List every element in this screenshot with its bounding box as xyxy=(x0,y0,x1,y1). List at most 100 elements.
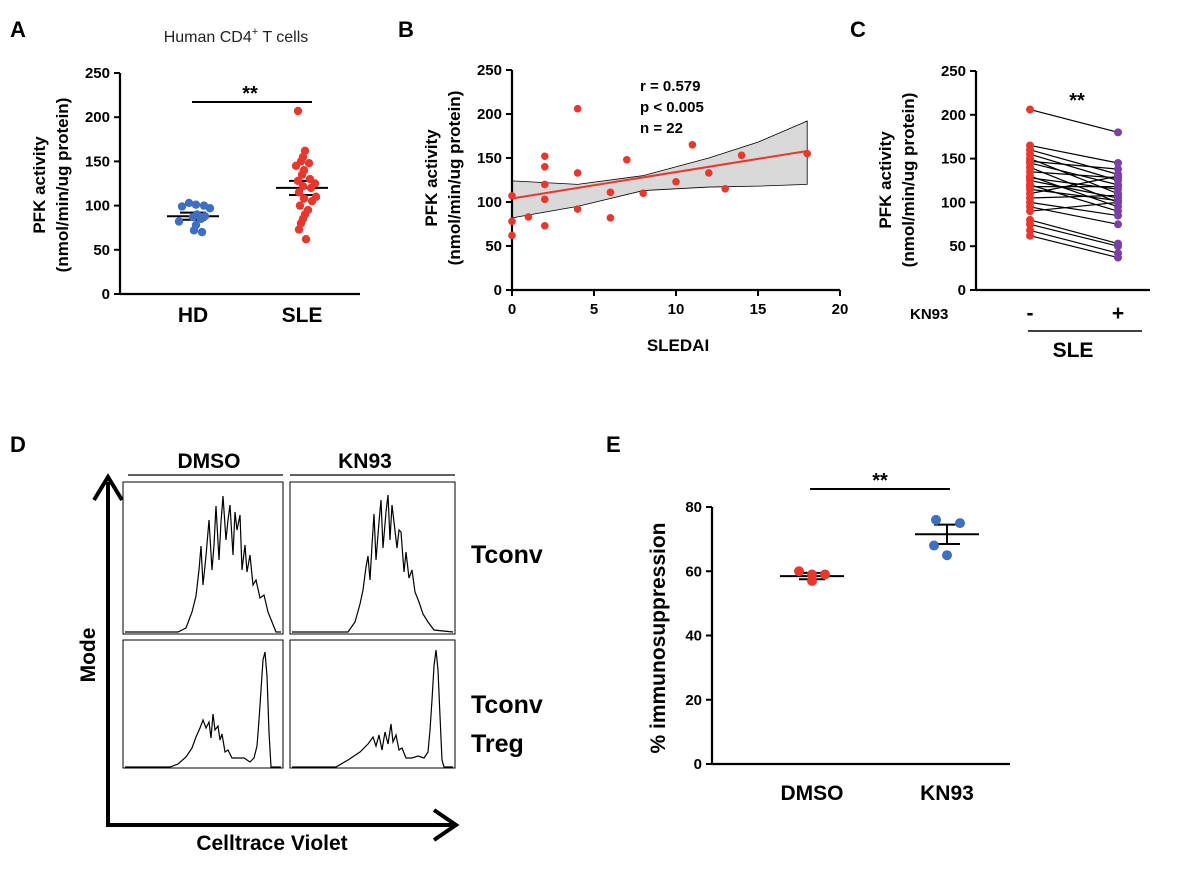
panel-c-ytick-label: 200 xyxy=(941,107,966,124)
panel-b-point xyxy=(541,180,549,189)
panel-c-point-after xyxy=(1114,182,1122,191)
panel-e-point-kn93 xyxy=(955,518,965,529)
panel-a: A Human CD4+ T cells PFK activity (nmol/… xyxy=(10,17,360,327)
panel-c-pair-line xyxy=(1029,184,1119,212)
panel-b-point xyxy=(573,104,582,113)
panel-b-point xyxy=(639,189,647,197)
panel-b-label: B xyxy=(398,17,414,42)
panel-a-point-hd xyxy=(197,227,207,237)
panel-e-point-dmso xyxy=(820,569,830,580)
panel-a-point-hd xyxy=(184,198,194,208)
panel-b-point xyxy=(606,214,615,222)
panel-b-point xyxy=(524,213,533,221)
panel-b-point xyxy=(803,149,811,158)
panel-b-point xyxy=(508,192,516,200)
panel-c-significance: ** xyxy=(1069,90,1085,112)
panel-e-point-dmso xyxy=(794,566,804,577)
panel-a-label: A xyxy=(10,17,26,42)
panel-b-point xyxy=(508,231,516,240)
panel-b-xtick-label: 20 xyxy=(832,301,849,318)
panel-a-category-hd: HD xyxy=(178,304,208,327)
panel-e-category-kn93: KN93 xyxy=(920,782,974,805)
panel-e-label: E xyxy=(606,432,621,457)
panel-e-ytick-label: 80 xyxy=(685,499,702,516)
panel-b-point xyxy=(623,155,631,164)
panel-a-point-hd xyxy=(189,226,199,235)
panel-c-pair-line xyxy=(1029,223,1119,247)
panel-c-point-after xyxy=(1114,253,1122,262)
panel-b-xtick-label: 0 xyxy=(508,301,516,318)
panel-d-y-arrowhead xyxy=(92,473,124,502)
panel-a-point-sle xyxy=(307,196,317,206)
panel-c-pair-line xyxy=(1029,108,1119,133)
panel-b-ytick-label: 200 xyxy=(477,106,502,123)
panel-e: E % immunosuppression 0 20 40 60 80 DMSO KN9… xyxy=(606,432,1010,805)
panel-e-point-kn93 xyxy=(942,550,952,561)
panel-d-ylabel: Mode xyxy=(77,628,100,683)
panel-c-pair-line xyxy=(1029,201,1119,212)
panel-c-group-label: SLE xyxy=(1053,339,1094,362)
panel-a-point-hd xyxy=(177,202,187,211)
panel-a-title: Human CD4+ T cells xyxy=(164,26,309,46)
panel-b-point xyxy=(541,221,549,230)
panel-e-category-dmso: DMSO xyxy=(781,782,844,805)
panel-a-point-hd xyxy=(188,212,198,222)
panel-d-label: D xyxy=(10,432,26,457)
panel-d-column-kn93: KN93 xyxy=(338,450,392,473)
panel-a-ytick-label: 100 xyxy=(85,198,110,215)
panel-e-point-dmso xyxy=(807,575,817,586)
panel-a-category-sle: SLE xyxy=(282,304,323,327)
panel-b-point xyxy=(541,195,549,204)
panel-b-ytick-label: 50 xyxy=(485,238,502,255)
panel-b-regression-line xyxy=(511,149,808,200)
panel-c-ytick-label: 50 xyxy=(949,238,966,255)
panel-c-point-after xyxy=(1114,128,1122,137)
panel-b-point xyxy=(606,188,615,197)
panel-c-point-before xyxy=(1026,231,1034,240)
panel-a-ytick-label: 150 xyxy=(85,153,110,170)
panel-a-point-sle xyxy=(295,201,305,210)
histogram-kn93-tconv xyxy=(292,494,454,633)
panel-b-ytick-label: 250 xyxy=(477,62,502,79)
panel-c-pair-line xyxy=(1029,175,1119,195)
panel-e-ylabel: % immunosuppression xyxy=(647,522,670,753)
panel-e-ytick-label: 60 xyxy=(685,563,702,580)
panel-c-point-after xyxy=(1114,165,1122,174)
panel-b-point xyxy=(541,152,549,161)
panel-c-pair-line xyxy=(1029,175,1119,208)
panel-c-pair-line xyxy=(1029,144,1119,164)
panel-a-ylabel-line2: (nmol/min/ug protein) xyxy=(53,98,72,273)
panel-c-point-before xyxy=(1026,207,1034,216)
panel-a-point-sle xyxy=(291,161,301,171)
panel-c-pair-line xyxy=(1029,194,1119,199)
panel-b-ylabel-line2: (nmol/min/ug protein) xyxy=(445,91,464,266)
panel-b-ylabel-line1: PFK activity xyxy=(422,129,441,227)
panel-d-row-label-treg: Treg xyxy=(471,730,524,758)
panel-c-category-plus: + xyxy=(1112,302,1124,325)
histogram-kn93-treg xyxy=(292,649,453,768)
panel-a-point-sle xyxy=(294,225,304,234)
panel-a-significance: ** xyxy=(242,83,258,105)
panel-b: B PFK activity (nmol/min/ug protein) 0 50… xyxy=(398,17,848,355)
histogram-frame-dmso-tconv xyxy=(122,481,284,635)
panel-d-row-label-tconv-2: Tconv xyxy=(471,691,543,719)
panel-e-point-kn93 xyxy=(931,514,941,525)
panel-c-ytick-label: 100 xyxy=(941,194,966,211)
panel-a-ytick-label: 200 xyxy=(85,109,110,126)
panel-a-point-hd xyxy=(196,214,206,224)
panel-c-point-before xyxy=(1026,220,1034,229)
panel-b-point xyxy=(541,163,549,171)
panel-c-point-after xyxy=(1114,242,1122,251)
panel-a-point-sle xyxy=(294,188,304,197)
panel-a-point-sle xyxy=(301,234,311,244)
panel-c-pair-line xyxy=(1029,235,1119,259)
panel-c-ytick-label: 0 xyxy=(958,282,966,299)
panel-b-xtick-label: 5 xyxy=(590,301,598,318)
panel-a-ylabel-line1: PFK activity xyxy=(30,136,49,234)
panel-c-pair-line xyxy=(1029,219,1119,245)
panel-a-point-sle xyxy=(304,158,314,168)
panel-c-point-after xyxy=(1114,220,1122,229)
panel-c-pair-line xyxy=(1029,171,1119,179)
panel-b-xtick-label: 10 xyxy=(668,301,685,318)
